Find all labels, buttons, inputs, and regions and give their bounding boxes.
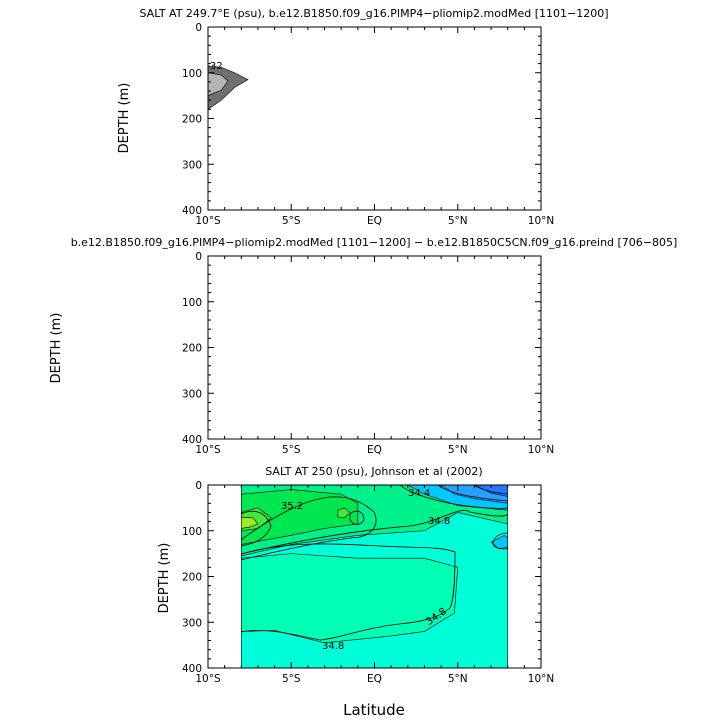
panel-1-ylabel: DEPTH (m) [117,83,132,154]
panel-3-contour-label-5: 34.8 [322,641,344,652]
x-tick-label: 10°S [195,673,221,685]
x-tick-label: 5°S [282,444,301,456]
y-tick-label: 400 [182,205,202,217]
panel-3-contour-label-1: 35.2 [281,501,303,512]
panel-3-contours [241,485,509,668]
x-tick-label: 10°N [528,215,554,227]
isoline-35.4 [240,510,272,547]
panel-3-ticks: 10°S 5°S EQ 5°N 10°N 0 100 200 300 400 [182,480,554,685]
x-tick-label: 10°N [528,444,554,456]
contour-region-7 [241,553,459,644]
panel-3-contour-label-3: 34.8 [428,516,450,527]
y-tick-label: 400 [182,434,202,446]
y-tick-label: 300 [182,388,202,400]
isoline-34.8 [240,543,456,641]
panel-3: SALT AT 250 (psu), Johnson et al (2002) … [157,465,554,719]
contour-region-5 [241,516,259,529]
panel-1-frame [207,26,542,211]
x-tick-label: 5°S [282,673,301,685]
panel-1-contour-label: 32 [210,61,223,72]
contour-region-6 [337,507,350,519]
y-tick-label: 200 [182,114,202,126]
y-tick-label: 0 [195,480,202,492]
y-tick-label: 400 [182,663,202,675]
y-tick-label: 100 [182,68,202,80]
panel-1: SALT AT 249.7°E (psu), b.e12.B1850.f09_g… [117,7,609,227]
isoline-35.0 [240,510,509,555]
y-tick-label: 200 [182,572,202,584]
x-tick-label: 10°N [528,673,554,685]
x-tick-label: 10°S [195,215,221,227]
y-tick-label: 300 [182,617,202,629]
x-tick-label: 5°N [448,673,468,685]
y-tick-label: 200 [182,343,202,355]
x-tick-label: 10°S [195,444,221,456]
x-tick-label: EQ [367,215,382,227]
x-tick-label: 5°N [448,215,468,227]
x-tick-label: EQ [367,673,382,685]
x-axis-label: Latitude [343,701,405,719]
panel-1-title: SALT AT 249.7°E (psu), b.e12.B1850.f09_g… [140,7,609,20]
panel-2-ticks: 10°S 5°S EQ 5°N 10°N 0 100 200 300 400 [182,251,554,456]
isoline-34.6 [399,485,509,509]
y-tick-label: 0 [195,251,202,263]
panel-2: b.e12.B1850.f09_g16.PIMP4−pliomip2.modMe… [49,236,677,456]
panel-3-ylabel: DEPTH (m) [157,543,172,614]
y-tick-label: 100 [182,297,202,309]
panel-2-ylabel: DEPTH (m) [49,313,64,384]
panel-1-contours [208,65,249,110]
isoline-34.6-small [492,532,509,550]
panel-2-frame [207,255,542,440]
x-tick-label: EQ [367,444,382,456]
y-tick-label: 100 [182,526,202,538]
contour-region-2 [208,72,229,96]
panel-1-ticks: 10°S 5°S EQ 5°N 10°N 0 100 200 300 400 [182,22,554,227]
panel-3-title: SALT AT 250 (psu), Johnson et al (2002) [265,465,482,478]
panel-3-contour-label-2: 34.4 [408,488,430,499]
x-tick-label: 5°N [448,444,468,456]
isoline-35.4-eq [349,510,365,525]
x-tick-label: 5°S [282,215,301,227]
contour-region-3 [241,489,359,545]
panel-2-title: b.e12.B1850.f09_g16.PIMP4−pliomip2.modMe… [71,236,678,249]
y-tick-label: 300 [182,159,202,171]
y-tick-label: 0 [195,22,202,34]
isoline-34.2 [473,485,509,495]
